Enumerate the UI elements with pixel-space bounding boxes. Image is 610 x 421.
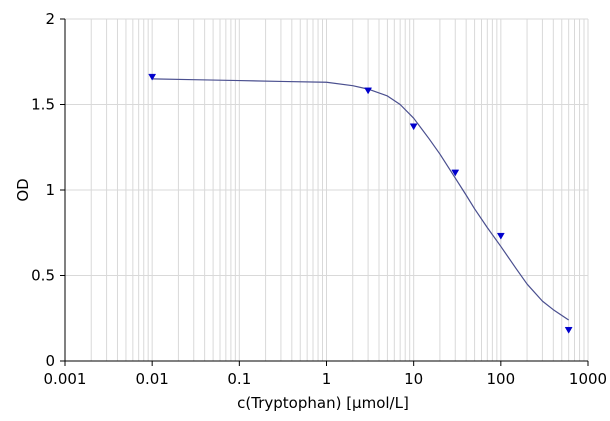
axes [60,18,589,366]
y-tick-label: 2 [45,10,55,28]
fit-curve [152,78,569,321]
data-points [148,73,573,334]
x-tick-label: 0.1 [227,370,251,388]
data-point [564,326,573,334]
x-tick-label: 1000 [569,370,607,388]
y-tick-label: 0 [45,352,55,370]
tick-labels: 0.001 0.01 0.1 1 10 100 1000 0 0.5 1 1.5 2 [31,10,607,388]
x-tick-label: 0.001 [44,370,87,388]
x-tick-label: 1 [322,370,332,388]
x-axis-title: c(Tryptophan) [µmol/L] [237,394,409,412]
y-tick-label: 1.5 [31,96,55,114]
y-tick-label: 1 [45,181,55,199]
x-tick-label: 100 [487,370,516,388]
fit-curve-layer [152,78,569,321]
data-point [409,123,418,131]
data-point [496,232,505,240]
grid-lines [64,18,589,362]
data-point [364,87,373,95]
y-tick-label: 0.5 [31,267,55,285]
data-point [148,73,157,81]
x-tick-label: 0.01 [135,370,168,388]
x-tick-label: 10 [404,370,423,388]
y-axis-title: OD [14,178,32,201]
data-point [451,169,460,177]
